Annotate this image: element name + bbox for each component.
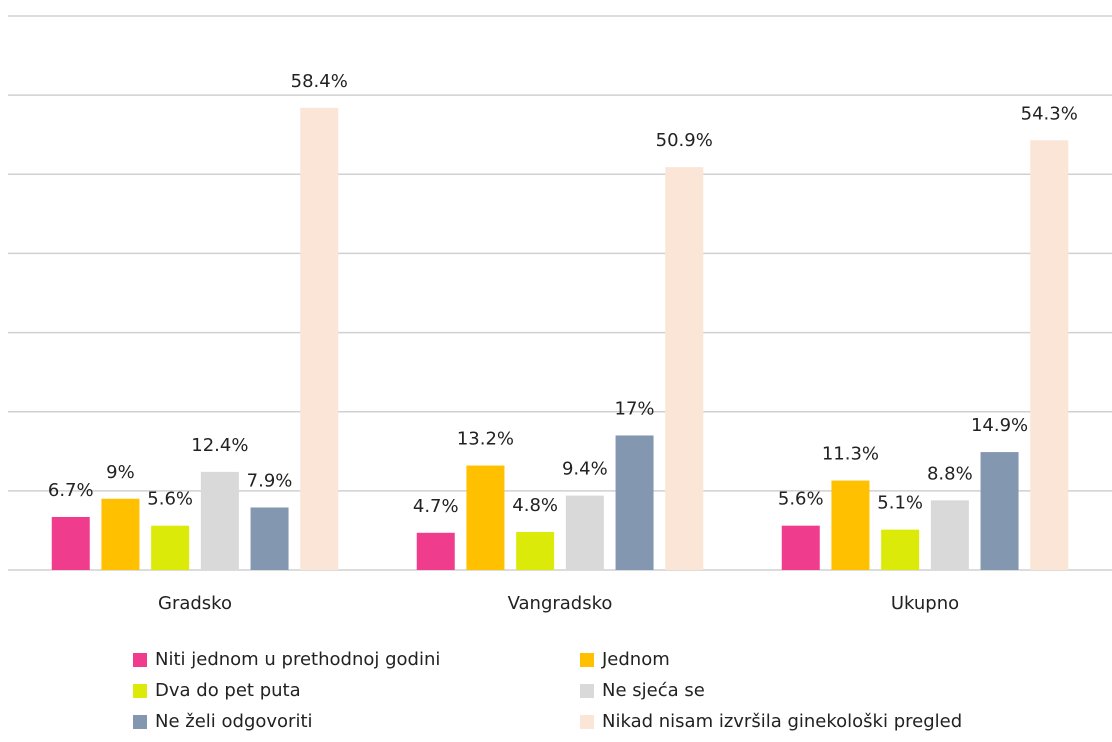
bar xyxy=(881,529,920,570)
value-label: 58.4% xyxy=(291,71,348,92)
bar xyxy=(101,498,140,570)
legend-swatch xyxy=(580,715,594,729)
bar xyxy=(980,452,1019,570)
bar xyxy=(565,495,604,570)
legend-label: Ne sjeća se xyxy=(602,680,705,701)
x-tick-label: Ukupno xyxy=(891,593,959,614)
bar xyxy=(466,465,505,570)
value-label: 9.4% xyxy=(562,459,608,480)
x-tick-label: Gradsko xyxy=(158,593,232,614)
legend-label: Nikad nisam izvršila ginekološki pregled xyxy=(602,711,962,732)
value-label: 7.9% xyxy=(247,470,293,491)
legend-label: Niti jednom u prethodnoj godini xyxy=(155,649,440,670)
value-label: 13.2% xyxy=(457,429,514,450)
legend-swatch xyxy=(133,715,147,729)
bar xyxy=(516,532,555,570)
legend-swatch xyxy=(133,684,147,698)
x-tick-label: Vangradsko xyxy=(508,593,613,614)
value-label: 17% xyxy=(615,398,655,419)
value-label: 9% xyxy=(106,462,135,483)
bar xyxy=(416,532,455,570)
legend-swatch xyxy=(580,653,594,667)
legend-label: Dva do pet puta xyxy=(155,680,301,701)
value-label: 4.7% xyxy=(413,496,459,517)
value-label: 54.3% xyxy=(1021,103,1078,124)
legend-label: Jednom xyxy=(601,649,670,670)
value-label: 11.3% xyxy=(822,444,879,465)
value-label: 14.9% xyxy=(971,415,1028,436)
bar xyxy=(200,471,239,570)
legend-swatch xyxy=(580,684,594,698)
value-label: 8.8% xyxy=(927,463,973,484)
value-label: 4.8% xyxy=(512,495,558,516)
bar xyxy=(615,435,654,570)
bar xyxy=(781,525,820,570)
bar xyxy=(51,516,90,570)
bar xyxy=(665,167,704,571)
value-label: 5.6% xyxy=(778,489,824,510)
bar xyxy=(930,500,969,570)
legend-label: Ne želi odgovoriti xyxy=(155,711,313,732)
bar xyxy=(151,525,190,570)
value-label: 5.1% xyxy=(877,493,923,514)
value-label: 12.4% xyxy=(191,435,248,456)
legend-swatch xyxy=(133,653,147,667)
bar xyxy=(1030,140,1069,571)
bar xyxy=(300,107,339,570)
value-label: 6.7% xyxy=(48,480,94,501)
value-label: 50.9% xyxy=(656,130,713,151)
bar xyxy=(250,507,289,570)
bar xyxy=(831,480,870,570)
value-label: 5.6% xyxy=(147,489,193,510)
